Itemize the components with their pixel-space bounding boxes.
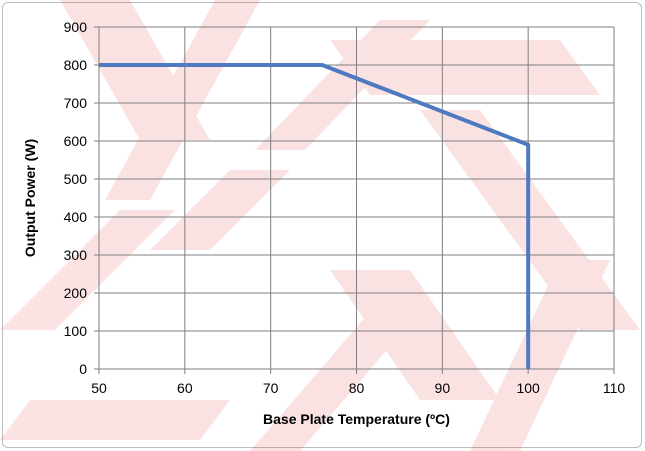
x-tick-label: 70 (263, 380, 279, 396)
y-tick-label: 700 (64, 95, 88, 111)
y-tick-label: 100 (64, 323, 88, 339)
series-line (99, 63, 531, 369)
y-tick-label: 600 (64, 133, 88, 149)
series-layer (99, 63, 531, 369)
y-tick-label: 400 (64, 209, 88, 225)
x-tick-label: 60 (177, 380, 193, 396)
y-tick-label: 0 (79, 361, 87, 377)
x-tick-label: 90 (435, 380, 451, 396)
y-tick-label: 300 (64, 247, 88, 263)
y-tick-label: 200 (64, 285, 88, 301)
x-axis-title: Base Plate Temperature (ºC) (263, 411, 450, 427)
y-axis-title: Output Power (W) (22, 139, 38, 257)
x-axis-ticks: 50 60 70 80 90 100 110 (91, 380, 625, 396)
y-tick-label: 800 (64, 57, 88, 73)
x-tick-label: 110 (603, 380, 626, 396)
y-tick-label: 900 (64, 19, 88, 35)
y-axis-ticks: 0 100 200 300 400 500 600 700 800 900 (64, 19, 88, 377)
x-tick-label: 100 (516, 380, 540, 396)
x-tick-label: 80 (349, 380, 365, 396)
y-tick-label: 500 (64, 171, 88, 187)
x-tick-label: 50 (91, 380, 107, 396)
